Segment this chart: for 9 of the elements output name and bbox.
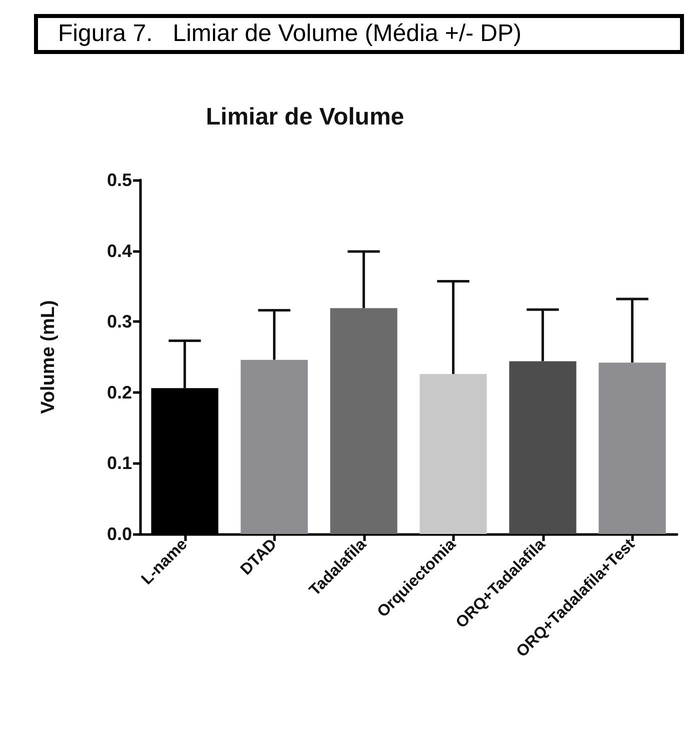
text: Figura 7. Limiar de Volume (Média +/- DP) (34, 14, 684, 54)
y-tick-label: 0.5 (106, 170, 132, 190)
y-tick-label: 0.2 (106, 382, 132, 402)
y-tick-label: 0.4 (106, 240, 132, 261)
y-tick-label: 0.3 (106, 312, 132, 332)
y-tick-label: 0.1 (106, 453, 132, 474)
chart-title: Limiar de Volume (206, 104, 404, 130)
y-axis-title: Volume (mL) (38, 300, 59, 414)
y-tick-label: 0.0 (106, 524, 132, 544)
